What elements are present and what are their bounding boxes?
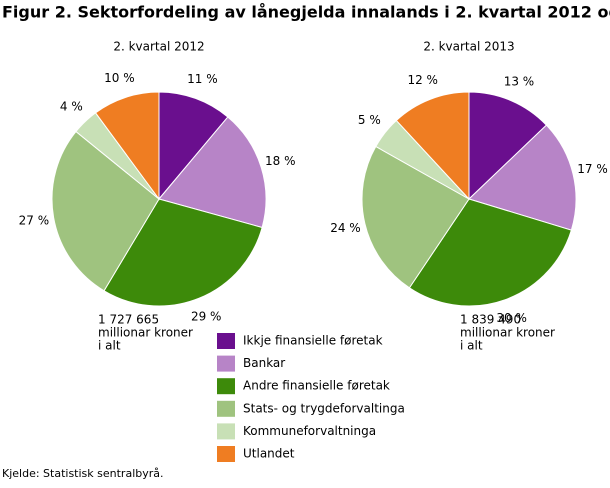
value-label: 5 %	[358, 113, 381, 127]
legend-label: Kommuneforvaltninga	[243, 424, 376, 438]
legend-swatch	[217, 333, 235, 349]
value-label: 18 %	[265, 154, 296, 168]
legend-label: Bankar	[243, 356, 285, 370]
source: Kjelde: Statistisk sentralbyrå.	[2, 467, 164, 480]
legend-label: Stats- og trygdeforvaltinga	[243, 401, 405, 415]
value-label: 10 %	[104, 71, 135, 85]
total-annotation: 1 839 490	[460, 313, 521, 327]
pie-title: 2. kvartal 2012	[113, 40, 204, 54]
total-annotation: i alt	[98, 339, 121, 353]
value-label: 13 %	[504, 75, 535, 89]
legend-swatch	[217, 378, 235, 395]
legend-swatch	[217, 355, 235, 372]
pie-slice	[158, 116, 267, 229]
value-label: 4 %	[60, 100, 83, 114]
chart-title: Figur 2. Sektorfordeling av lånegjelda i…	[2, 3, 610, 22]
pie-slice	[94, 91, 160, 201]
pie-slice	[408, 198, 572, 307]
total-annotation: millionar kroner	[98, 326, 193, 340]
pie-slice	[51, 130, 160, 292]
pie-slice	[468, 124, 577, 231]
value-label: 27 %	[19, 214, 50, 228]
value-label: 29 %	[191, 309, 222, 323]
pie-title: 2. kvartal 2013	[423, 40, 514, 54]
value-label: 30 %	[496, 311, 527, 325]
legend-swatch	[217, 446, 235, 462]
legend-label: Utlandet	[243, 447, 295, 461]
total-annotation: 1 727 665	[98, 313, 159, 327]
pie-slice	[361, 145, 470, 289]
legend-label: Ikkje finansielle føretak	[243, 334, 383, 348]
pie-slice	[468, 91, 548, 201]
total-annotation: i alt	[460, 339, 483, 353]
value-label: 12 %	[407, 73, 438, 87]
value-label: 11 %	[187, 72, 218, 86]
legend-swatch	[217, 400, 235, 417]
legend-label: Andre finansielle føretak	[243, 379, 390, 393]
pie-slice	[395, 91, 470, 201]
legend-swatch	[217, 423, 235, 440]
value-label: 24 %	[330, 221, 361, 235]
pie-slice	[158, 91, 229, 201]
value-label: 17 %	[577, 162, 608, 176]
total-annotation: millionar kroner	[460, 326, 555, 340]
